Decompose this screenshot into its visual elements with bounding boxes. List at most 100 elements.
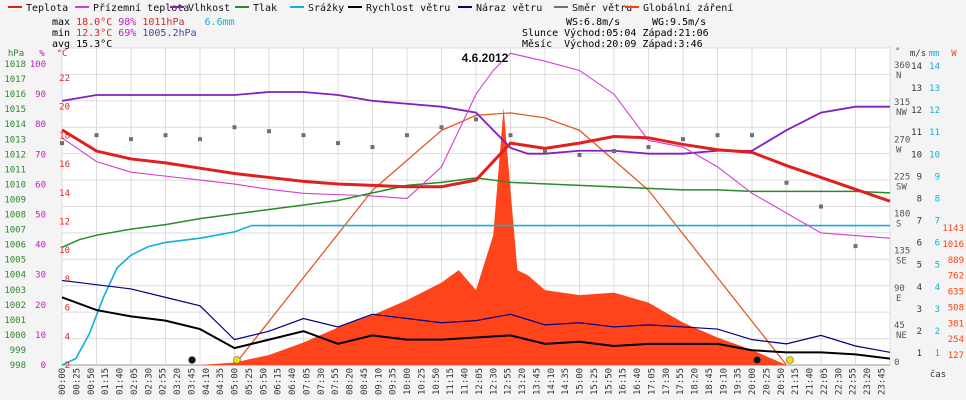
axis-time-tick: 19:35 (734, 368, 744, 395)
axis-hpa-tick: 999 (10, 346, 26, 356)
axis-time-tick: 01:40 (116, 368, 126, 395)
legend-label: Tlak (253, 3, 278, 14)
legend-label: Směr větru (572, 3, 633, 14)
axis-direction-tick: 360 (894, 61, 910, 71)
wind-direction-point (612, 149, 616, 154)
axis-wm2-tick: 254 (948, 335, 964, 345)
legend-label: Vlhkost (188, 3, 231, 14)
wind-direction-point (543, 149, 547, 154)
stats-max-rain: 6.6mm (204, 17, 235, 28)
axis-time-tick: 04:35 (216, 368, 226, 395)
axis-time-tick: 16:15 (619, 368, 629, 395)
wind-gust-line (61, 279, 891, 353)
wind-direction-point (198, 137, 202, 142)
axis-time-tick: 12:30 (489, 368, 499, 395)
axis-percent-tick: 40 (35, 241, 46, 251)
stats-moon-row: Měsíc Východ:20:09 Západ:3:46 (522, 39, 703, 50)
chart-title: 4.6.2012 (462, 51, 509, 65)
axis-ms-tick: 10 (911, 150, 922, 160)
wind-speed-line (61, 296, 891, 360)
axis-direction-tick: 0 (894, 358, 899, 368)
wind-direction-point (577, 152, 582, 157)
legend-label: Teplota (26, 3, 69, 14)
wind-direction-point (301, 133, 306, 138)
axis-ms-tick: 9 (917, 172, 922, 182)
stats-moon-rise: Východ:20:09 (564, 39, 637, 50)
axis-wm2-unit: W (951, 49, 957, 59)
axis-direction-unit: ° (895, 47, 900, 57)
wind-direction-point (853, 244, 858, 249)
axis-ms-tick: 5 (917, 261, 922, 271)
axis-celsius-tick: 8 (65, 275, 70, 285)
axis-time-tick: 09:35 (389, 368, 399, 395)
axis-mm-unit: mm (929, 49, 940, 59)
axis-ms-tick: 2 (917, 327, 922, 337)
wind-direction-point (336, 141, 340, 146)
axis-mm-tick: 3 (935, 305, 940, 315)
axis-time-tick: 14:35 (561, 368, 571, 395)
stats-min-temp: 12.3°C (76, 28, 113, 39)
axis-time-tick: 15:25 (590, 368, 600, 395)
axis-hpa-tick: 1017 (4, 75, 26, 85)
axis-mm-tick: 7 (935, 217, 940, 227)
axis-hpa-tick: 1014 (4, 120, 26, 130)
axis-time-tick: 00:00 (58, 368, 68, 395)
axis-time-tick: 22:30 (834, 368, 844, 395)
axis-direction-tick: 45 (894, 321, 905, 331)
stats-avg-row: avg 15.3°C (52, 39, 112, 50)
legend-swatch (235, 6, 249, 8)
axis-time-tick: 20:00 (748, 368, 758, 395)
wind-direction-point (681, 137, 685, 142)
axis-hpa-tick: 1008 (4, 211, 26, 221)
axis-hpa-tick: 1011 (4, 165, 26, 175)
axis-hpa-tick: 1012 (4, 150, 26, 160)
axis-direction-compass: N (896, 71, 901, 81)
stats-wind-gust: WG:9.5m/s (652, 17, 707, 28)
pressure-line (61, 177, 891, 248)
stats-sun-set: Západ:21:06 (642, 28, 709, 39)
axis-hpa-tick: 1003 (4, 286, 26, 296)
wind-direction-point (474, 117, 478, 122)
axis-time-tick: 03:45 (187, 368, 197, 395)
legend-label: Přízemní teplota (93, 3, 190, 14)
axis-time-tick: 10:50 (432, 368, 442, 395)
radiation-area (62, 107, 890, 365)
axis-hpa-tick: 1018 (4, 60, 26, 70)
axis-time-tick: 00:25 (72, 368, 82, 395)
axis-ms-tick: 14 (911, 62, 922, 72)
axis-time-tick: 19:10 (719, 368, 729, 395)
axis-direction-tick: 315 (894, 98, 910, 108)
wind-direction-point (819, 204, 823, 209)
stats-min-row: min 12.3°C 69% 1005.2hPa (52, 28, 197, 39)
axis-percent-tick: 10 (35, 331, 46, 341)
moon-marker (753, 356, 761, 364)
axis-time-tick: 05:50 (259, 368, 269, 395)
axis-percent-tick: 20 (35, 301, 46, 311)
axis-mm-tick: 2 (935, 327, 940, 337)
legend-label: Globální záření (643, 3, 734, 14)
legend-swatch (8, 6, 22, 8)
sun-marker (233, 356, 241, 364)
legend-swatch (170, 6, 184, 8)
axis-time-tick: 17:05 (647, 368, 657, 395)
precipitation-line (61, 224, 890, 366)
axis-hpa-tick: 998 (10, 361, 26, 371)
axis-direction-compass: W (896, 145, 902, 155)
stats-max-temp: 18.0°C (76, 17, 113, 28)
axis-hpa-tick: 1000 (4, 331, 26, 341)
axis-mm-tick: 12 (929, 106, 940, 116)
axis-celsius-tick: 2 (65, 361, 70, 371)
axis-time-tick: 07:05 (302, 368, 312, 395)
axes-layer: hPa1018101710161015101410131012101110101… (4, 47, 964, 395)
axis-time-tick: 07:30 (317, 368, 327, 395)
axis-direction-tick: 270 (894, 135, 910, 145)
wind-direction-point (370, 145, 375, 150)
axis-direction-tick: 135 (894, 247, 910, 257)
axis-time-tick: 12:55 (504, 368, 514, 395)
wind-direction-point (715, 133, 720, 138)
wind-direction-point (94, 133, 99, 138)
axis-ms-tick: 13 (911, 84, 922, 94)
stats-max-row: max 18.0°C 98% 1011hPa 6.6mm (52, 17, 235, 28)
axis-time-tick: 17:55 (676, 368, 686, 395)
axis-hpa-tick: 1009 (4, 195, 26, 205)
